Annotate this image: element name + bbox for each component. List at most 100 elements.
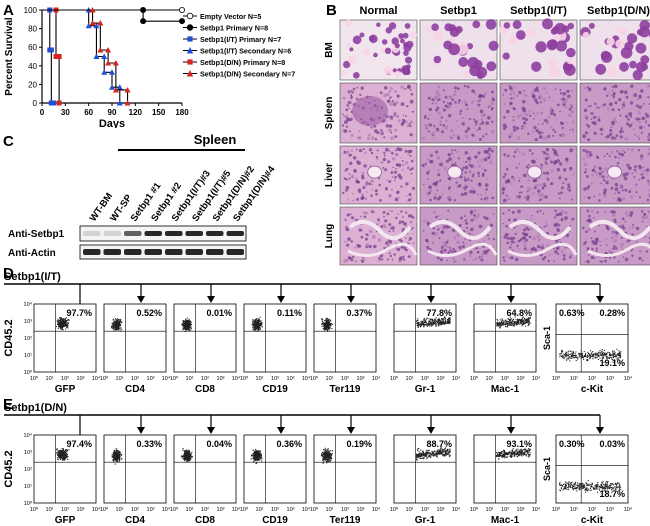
cell-nucleus — [602, 191, 607, 195]
cell-nucleus — [584, 98, 588, 102]
event-dot — [62, 456, 64, 458]
cell-nucleus — [544, 135, 549, 140]
event-dot — [63, 320, 65, 322]
arrow-head — [137, 296, 145, 303]
airway — [588, 219, 650, 240]
event-dot — [580, 357, 582, 359]
plot-frame — [313, 303, 377, 373]
cell-nucleus — [479, 108, 482, 111]
cell-nucleus — [540, 245, 545, 250]
cell-nucleus — [469, 189, 473, 194]
event-dot — [416, 322, 418, 324]
cell-nucleus — [569, 166, 573, 171]
cell-nucleus — [491, 196, 495, 200]
event-dot — [592, 354, 594, 356]
event-dot — [586, 356, 588, 358]
cell-nucleus — [593, 257, 596, 260]
event-dot — [521, 320, 523, 322]
event-dot — [259, 316, 261, 318]
histology-background — [339, 206, 418, 266]
cell-nucleus — [541, 122, 544, 125]
cell-nucleus — [594, 165, 596, 168]
event-dot — [324, 322, 326, 324]
cell-nucleus — [477, 151, 481, 155]
cell-nucleus — [529, 252, 532, 254]
event-dot — [524, 320, 526, 322]
event-dot — [188, 325, 190, 327]
cell-nucleus — [402, 216, 404, 218]
cell-nucleus — [626, 33, 638, 44]
event-dot — [113, 325, 115, 327]
cell-nucleus — [402, 163, 405, 167]
cell-nucleus — [571, 120, 575, 124]
event-dot — [261, 330, 263, 332]
event-dot — [512, 324, 514, 326]
cell-nucleus — [484, 252, 487, 255]
cell-nucleus — [503, 22, 511, 29]
survival-marker — [124, 86, 131, 93]
x-tick-label: 10³ — [606, 376, 614, 382]
gate-percent: 0.52% — [136, 308, 162, 318]
cell-nucleus — [352, 35, 362, 45]
cell-nucleus — [612, 247, 615, 250]
cell-nucleus — [568, 255, 572, 259]
x-tick-label: 10² — [131, 507, 139, 513]
x-tick-label: 10² — [501, 376, 509, 382]
event-dot — [614, 352, 616, 354]
event-dot — [518, 323, 520, 325]
cell-nucleus — [631, 233, 634, 236]
event-dot — [417, 324, 419, 326]
event-dot — [63, 456, 65, 458]
cell-nucleus — [606, 106, 610, 110]
cell-nucleus — [437, 111, 442, 115]
cell-nucleus — [537, 130, 542, 135]
airway — [587, 242, 650, 257]
event-dot — [435, 317, 437, 319]
cell-nucleus — [490, 149, 494, 153]
event-dot — [119, 452, 121, 454]
event-dot — [182, 457, 184, 459]
x-tick-label: 10⁴ — [452, 375, 461, 382]
event-dot — [63, 457, 65, 459]
cell-nucleus — [514, 241, 516, 244]
flow-x-label: GFP — [55, 515, 76, 526]
event-dot — [330, 325, 332, 327]
cell-nucleus — [487, 116, 491, 120]
cell-nucleus — [518, 191, 521, 194]
event-dot — [592, 356, 594, 358]
cell-nucleus — [553, 151, 558, 156]
event-dot — [62, 453, 65, 455]
flow-title: Setbp1(D/N) — [4, 402, 67, 414]
cell-nucleus — [584, 260, 587, 263]
event-dot — [59, 319, 61, 321]
event-dot — [605, 352, 607, 354]
event-dot — [118, 454, 120, 456]
cell-nucleus — [502, 187, 505, 190]
cell-nucleus — [472, 134, 475, 137]
cell-nucleus — [467, 229, 470, 232]
event-dot — [186, 461, 188, 463]
event-dot — [329, 324, 331, 326]
y-tick-label: 10¹ — [24, 484, 32, 490]
cell-nucleus — [364, 151, 367, 154]
y-tick-label: 80 — [28, 25, 37, 34]
event-dot — [66, 454, 68, 456]
event-dot — [189, 324, 191, 326]
event-dot — [562, 356, 564, 358]
plot-frame — [33, 434, 97, 504]
event-dot — [61, 456, 63, 458]
event-dot — [565, 356, 567, 358]
event-dot — [184, 323, 186, 325]
event-dot — [254, 325, 256, 327]
event-dot — [60, 457, 62, 459]
event-dot — [62, 459, 64, 461]
event-dot — [513, 321, 515, 323]
cell-nucleus — [451, 152, 454, 155]
event-dot — [113, 455, 115, 457]
event-dot — [58, 324, 60, 327]
event-dot — [595, 357, 597, 359]
event-dot — [612, 354, 614, 356]
cell-nucleus — [446, 259, 448, 262]
event-dot — [503, 321, 505, 323]
